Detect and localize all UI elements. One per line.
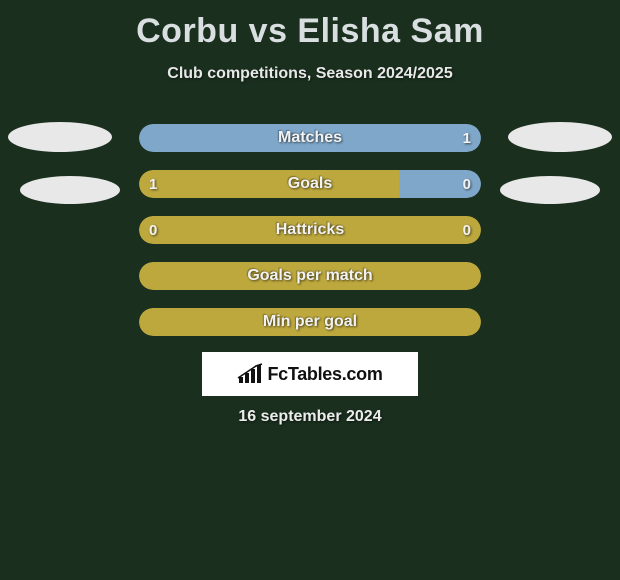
stat-bar: Min per goal (139, 308, 481, 336)
brand-text: FcTables.com (267, 364, 382, 385)
brand-chart-icon (237, 363, 263, 385)
stat-bar: 10Goals (139, 170, 481, 198)
avatar-placeholder-left-1 (8, 122, 112, 152)
stat-bar: 00Hattricks (139, 216, 481, 244)
snapshot-date: 16 september 2024 (0, 408, 620, 426)
bar-seg-left (139, 170, 399, 198)
bar-seg-left (139, 216, 481, 244)
avatar-placeholder-left-2 (20, 176, 120, 204)
stat-bar: Goals per match (139, 262, 481, 290)
page-subtitle: Club competitions, Season 2024/2025 (0, 65, 620, 83)
brand-badge: FcTables.com (202, 352, 418, 396)
bar-seg-right (139, 124, 481, 152)
avatar-placeholder-right-1 (508, 122, 612, 152)
bar-seg-left (139, 308, 481, 336)
page-title: Corbu vs Elisha Sam (0, 0, 620, 51)
comparison-bars: 1Matches 10Goals 00Hattricks Goals per matc… (139, 124, 481, 354)
bar-seg-left (139, 262, 481, 290)
bar-seg-right (399, 170, 481, 198)
avatar-placeholder-right-2 (500, 176, 600, 204)
stat-bar: 1Matches (139, 124, 481, 152)
